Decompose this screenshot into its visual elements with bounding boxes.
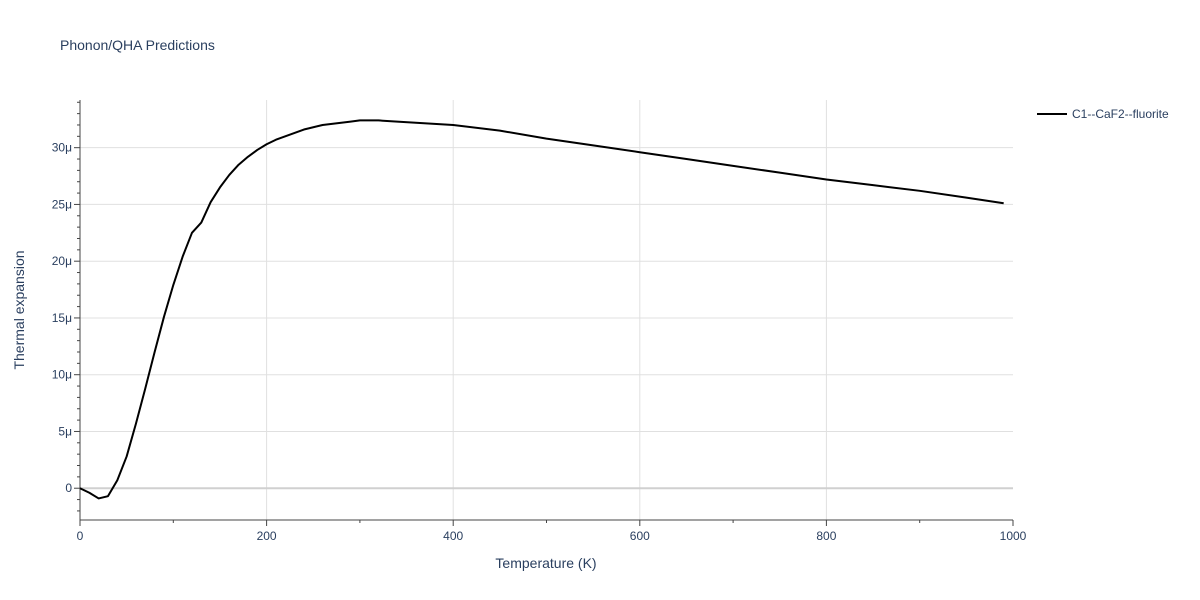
x-tick-label: 200 (257, 529, 277, 543)
y-tick-label: 15μ (52, 311, 72, 325)
legend-label: C1--CaF2--fluorite (1072, 107, 1169, 121)
x-axis-title: Temperature (K) (495, 555, 596, 571)
y-tick-label: 0 (65, 481, 72, 495)
grid-layer (80, 100, 1013, 520)
axis-layer: 0 200 400 600 800 1000 0 5μ 10μ 15μ 20μ 25μ 30μ (52, 100, 1027, 543)
y-tick-label: 20μ (52, 254, 72, 268)
legend[interactable]: C1--CaF2--fluorite (1037, 107, 1169, 121)
y-tick-label: 5μ (58, 424, 72, 438)
x-tick-label: 600 (630, 529, 650, 543)
chart-title: Phonon/QHA Predictions (60, 37, 215, 53)
y-axis-title: Thermal expansion (11, 250, 27, 369)
x-tick-label: 0 (77, 529, 84, 543)
y-tick-label: 10μ (52, 368, 72, 382)
y-tick-label: 30μ (52, 141, 72, 155)
series-layer (79, 119, 1004, 500)
series-line (79, 119, 1004, 500)
x-tick-label: 1000 (1000, 529, 1027, 543)
y-tick-label: 25μ (52, 197, 72, 211)
x-tick-label: 400 (443, 529, 463, 543)
x-tick-label: 800 (816, 529, 836, 543)
